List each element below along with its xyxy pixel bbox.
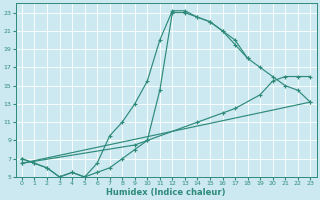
X-axis label: Humidex (Indice chaleur): Humidex (Indice chaleur) [106, 188, 226, 197]
